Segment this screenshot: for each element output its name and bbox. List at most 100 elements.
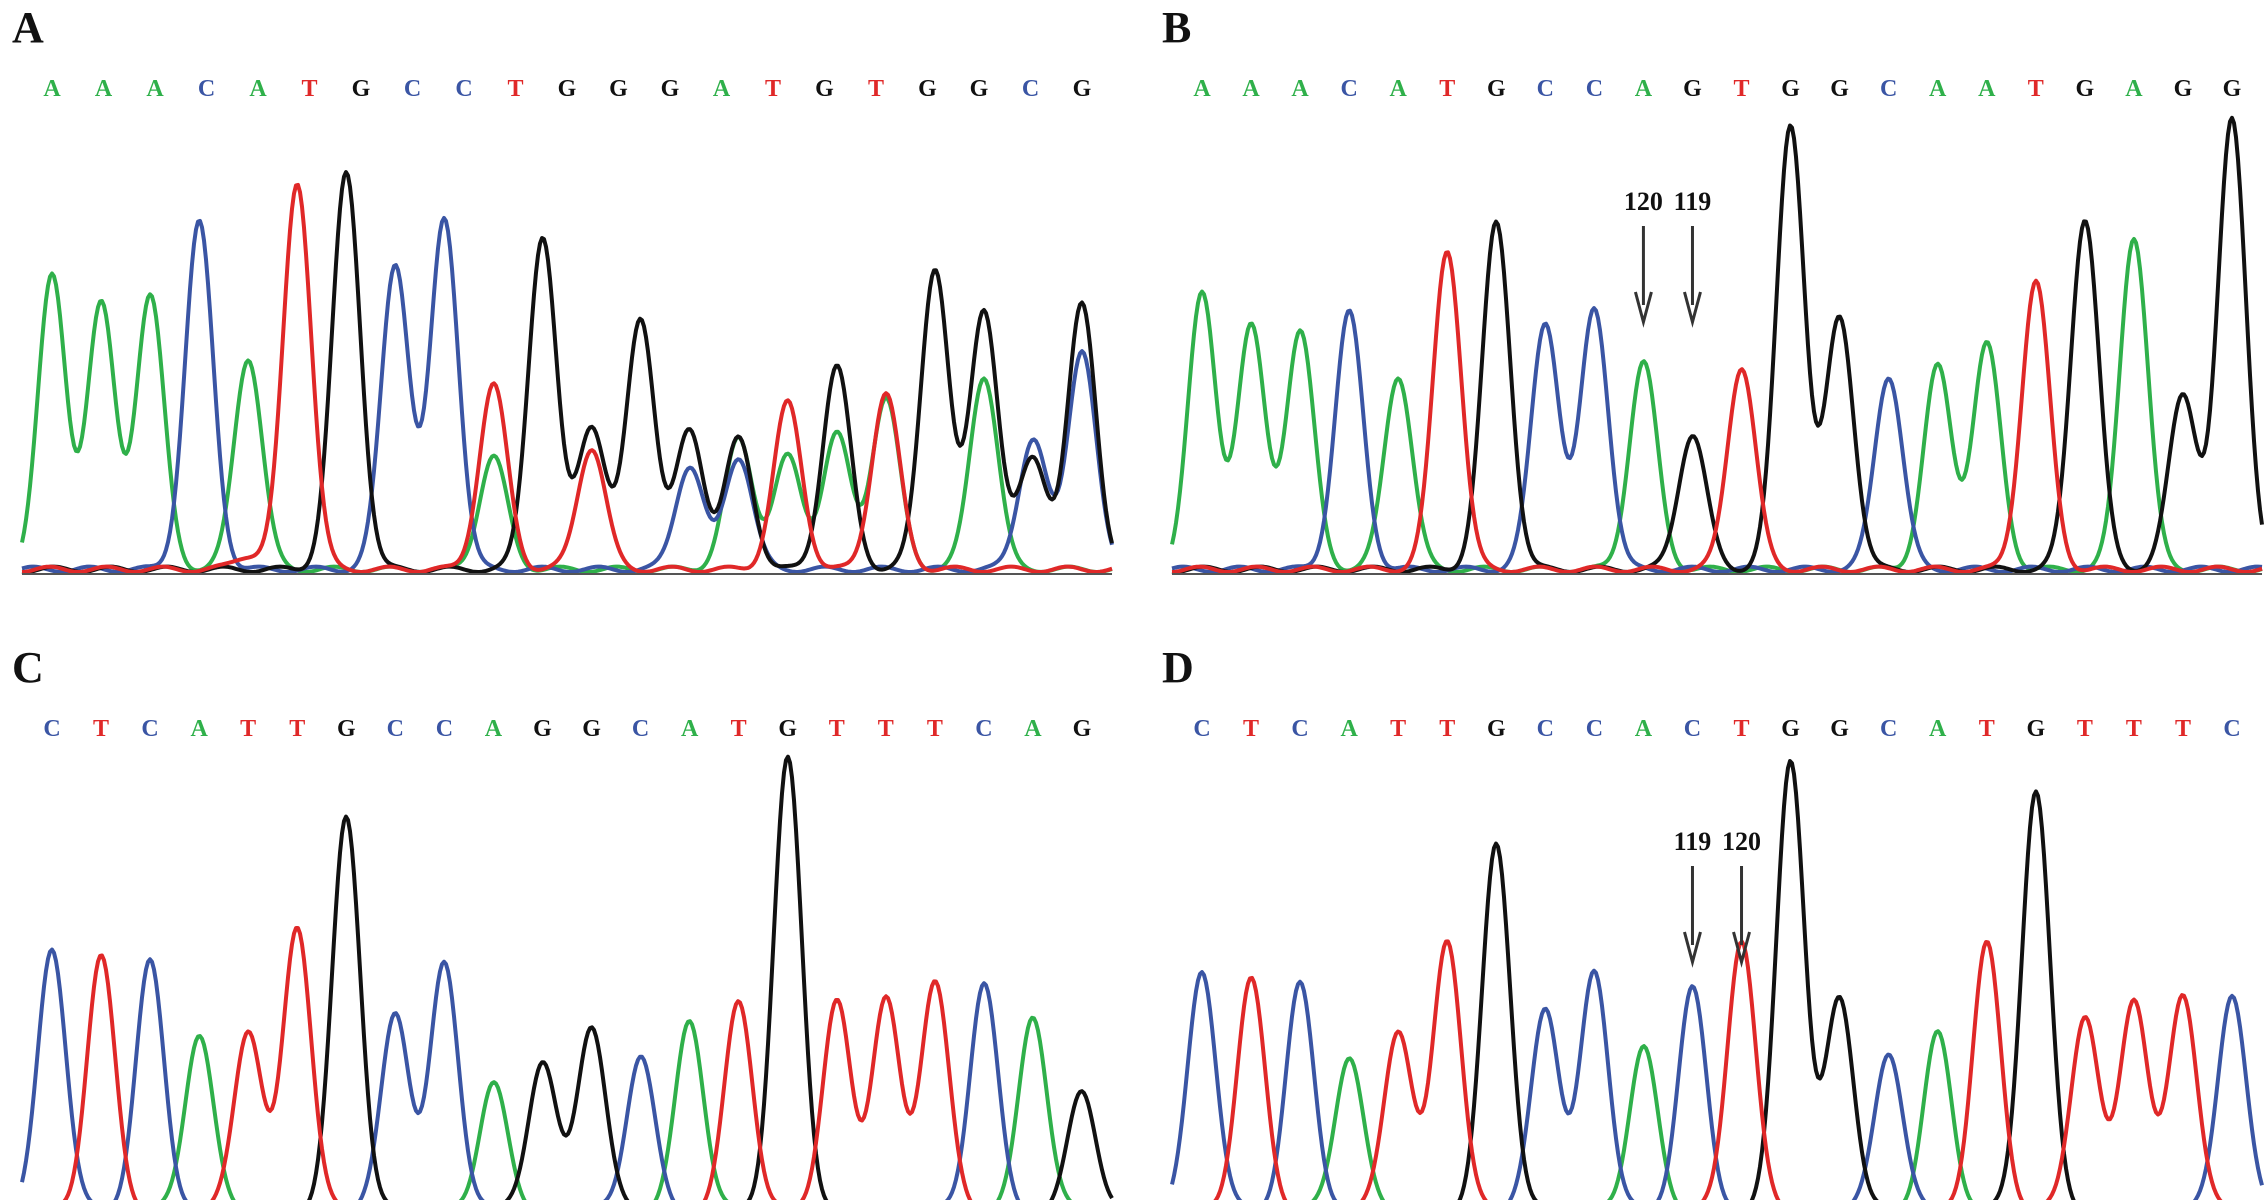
base-call-letter: G: [609, 76, 628, 102]
chromatogram-panel-d: D C T C A T T G C C A C T G G C A T G T T T C 119 120: [1150, 640, 2268, 1200]
base-call-letter: C: [1537, 76, 1554, 102]
base-call-letter: A: [1242, 76, 1260, 102]
base-call-letter: G: [778, 716, 797, 742]
trace-g: [307, 754, 1114, 1200]
base-call-letter: A: [1929, 716, 1947, 742]
base-call-letter: A: [1635, 76, 1653, 102]
base-call-letter: G: [1073, 76, 1092, 102]
base-call-letter: A: [2125, 76, 2143, 102]
base-call-letter: C: [387, 716, 404, 742]
base-call-letter: C: [1880, 716, 1897, 742]
base-call-letter: C: [198, 76, 215, 102]
base-call-letter: C: [141, 716, 158, 742]
base-call-letter: G: [1781, 76, 1800, 102]
trace-t: [1171, 250, 2263, 574]
base-call-letter: C: [1340, 76, 1357, 102]
base-call-letter: T: [1439, 76, 1455, 102]
panel-letter-d: D: [1162, 643, 1194, 692]
base-call-letter: C: [1291, 716, 1308, 742]
base-call-letter: C: [632, 716, 649, 742]
base-call-letter: C: [2223, 716, 2240, 742]
position-arrow-head: [1633, 291, 1653, 328]
base-call-letter: C: [436, 716, 453, 742]
trace-c: [1171, 306, 2263, 574]
position-arrow-label: 119: [1674, 187, 1712, 216]
base-call-letter: G: [661, 76, 680, 102]
base-call-letter: T: [731, 716, 747, 742]
base-call-letter: T: [2175, 716, 2191, 742]
base-call-letter: A: [681, 716, 699, 742]
base-call-letter: A: [249, 76, 267, 102]
chromatogram-d: C T C A T T G C C A C T G G C A T G T T T C 119 120: [1170, 716, 2264, 1200]
base-call-letter: C: [1537, 716, 1554, 742]
base-call-letter: G: [558, 76, 577, 102]
base-call-letter: T: [829, 716, 845, 742]
base-call-letter: T: [93, 716, 109, 742]
base-call-letter: G: [352, 76, 371, 102]
base-call-letter: G: [533, 716, 552, 742]
trace-t: [21, 182, 1113, 574]
base-call-letter: T: [507, 76, 523, 102]
chromatogram-panel-b: B A A A C A T G C C A G T G G C A A T G A G G 120 119: [1150, 0, 2268, 575]
trace-t: [62, 926, 973, 1200]
panel-letter-a: A: [12, 3, 44, 52]
base-call-letter: T: [1734, 76, 1750, 102]
base-call-letter: T: [301, 76, 317, 102]
base-call-letter: A: [713, 76, 731, 102]
base-call-letter: G: [2076, 76, 2095, 102]
base-call-letter: T: [2077, 716, 2093, 742]
base-call-letter: C: [1684, 716, 1701, 742]
base-call-letter: G: [970, 76, 989, 102]
base-call-letter: G: [1683, 76, 1702, 102]
base-call-letter: C: [1586, 716, 1603, 742]
position-arrow-head: [1732, 931, 1751, 968]
base-call-letter: G: [1073, 716, 1092, 742]
base-call-letter: T: [1243, 716, 1259, 742]
base-call-letter: A: [146, 76, 164, 102]
base-call-letter: G: [1781, 716, 1800, 742]
base-call-letter: A: [1024, 716, 1042, 742]
base-call-letter: C: [404, 76, 421, 102]
base-call-letter: T: [878, 716, 894, 742]
trace-t: [1213, 939, 2223, 1200]
base-call-letter: T: [1979, 716, 1995, 742]
base-call-letter: A: [190, 716, 208, 742]
position-arrow-head: [1683, 291, 1702, 328]
base-call-letter: T: [1390, 716, 1406, 742]
base-call-letter: A: [95, 76, 113, 102]
base-call-letter: G: [815, 76, 834, 102]
base-call-letter: C: [1880, 76, 1897, 102]
base-call-letter: T: [765, 76, 781, 102]
base-call-letter: C: [455, 76, 472, 102]
position-arrow-head: [1683, 931, 1702, 968]
base-call-letter: G: [1487, 76, 1506, 102]
trace-c: [1170, 968, 2264, 1200]
base-call-letter: T: [927, 716, 943, 742]
panel-letter-c: C: [12, 643, 44, 692]
base-call-letter: A: [1193, 76, 1211, 102]
position-arrow-label: 120: [1624, 187, 1663, 216]
position-arrow-label: 120: [1722, 827, 1761, 856]
base-call-letter: A: [1978, 76, 1996, 102]
trace-c: [21, 216, 1114, 574]
base-call-letter: G: [337, 716, 356, 742]
trace-a: [1311, 1029, 1973, 1200]
base-call-letter: T: [289, 716, 305, 742]
trace-g: [1171, 115, 2264, 574]
base-call-letter: G: [2174, 76, 2193, 102]
base-call-letter: T: [1734, 716, 1750, 742]
trace-a: [160, 1015, 1073, 1200]
chromatogram-b: A A A C A T G C C A G T G G C A A T G A G G 120 119: [1170, 76, 2264, 575]
position-arrow-label: 119: [1674, 827, 1712, 856]
base-call-letter: G: [1830, 716, 1849, 742]
base-call-letter: A: [485, 716, 503, 742]
base-call-letter: C: [975, 716, 992, 742]
base-call-letter: G: [582, 716, 601, 742]
base-call-letter: A: [43, 76, 61, 102]
base-call-letter: C: [1193, 716, 1210, 742]
base-call-letter: A: [1291, 76, 1309, 102]
base-call-letter: A: [1929, 76, 1947, 102]
base-call-letter: T: [2028, 76, 2044, 102]
